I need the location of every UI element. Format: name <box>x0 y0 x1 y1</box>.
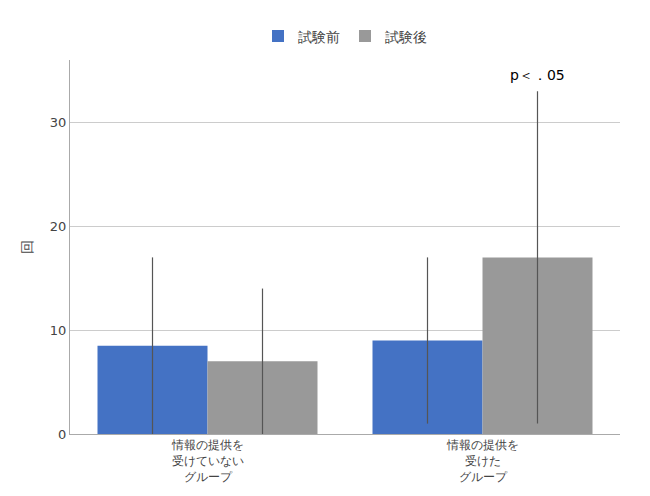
svg-text:情報の提供を受けたグループ: 情報の提供を受けたグループ <box>446 438 519 483</box>
svg-text:10: 10 <box>50 323 67 338</box>
svg-text:30: 30 <box>50 115 67 130</box>
svg-text:試験前: 試験前 <box>298 29 340 45</box>
svg-text:情報の提供を受けていないグループ: 情報の提供を受けていないグループ <box>171 438 244 483</box>
svg-text:回: 回 <box>19 240 35 254</box>
svg-text:0: 0 <box>58 427 66 442</box>
svg-text:試験後: 試験後 <box>385 29 427 45</box>
svg-text:20: 20 <box>50 219 67 234</box>
svg-text:p＜．05: p＜．05 <box>510 67 565 83</box>
